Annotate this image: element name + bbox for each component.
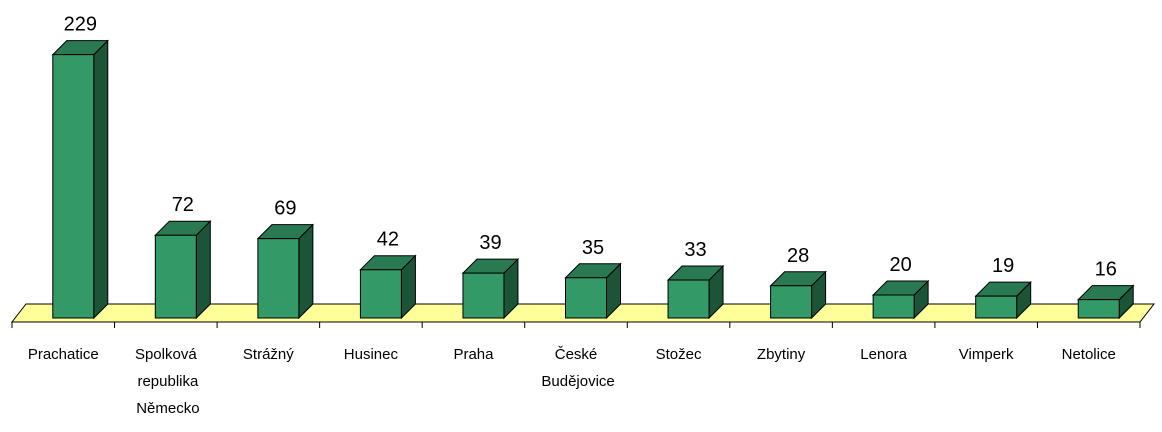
- bar-front: [1077, 299, 1120, 319]
- x-tick-label: Stožec: [656, 346, 702, 363]
- value-label: 16: [1095, 259, 1117, 281]
- value-label: 39: [479, 232, 501, 254]
- bar: [359, 254, 417, 320]
- x-tick-label: Husinec: [344, 346, 399, 363]
- bar: [256, 223, 315, 320]
- bar-front: [872, 294, 915, 319]
- bar-front: [565, 277, 607, 319]
- value-label: 28: [787, 245, 809, 267]
- bar-front: [257, 238, 300, 319]
- bar-front: [154, 234, 197, 319]
- bar: [974, 280, 1032, 320]
- bar: [769, 270, 827, 320]
- bar: [564, 262, 622, 320]
- bar: [154, 219, 212, 320]
- x-tick-label: Praha: [453, 346, 494, 363]
- value-label: 35: [582, 237, 604, 259]
- x-tick-label: Lenora: [860, 346, 907, 363]
- bar-front: [975, 295, 1018, 319]
- x-tick-label: Zbytiny: [757, 346, 806, 363]
- value-label: 33: [684, 239, 706, 261]
- value-label: 72: [172, 194, 194, 216]
- x-tick-label: Vimperk: [959, 346, 1014, 363]
- value-label: 20: [890, 254, 912, 276]
- bar-side: [195, 219, 211, 320]
- bar: [666, 264, 725, 320]
- bar-side: [93, 39, 109, 320]
- bar-front: [770, 285, 813, 319]
- value-label: 229: [64, 14, 97, 36]
- bar: [461, 257, 520, 320]
- bar: [871, 279, 930, 320]
- bar-front: [359, 269, 402, 319]
- bar-front: [52, 54, 95, 319]
- x-tick-label: Spolková republika Německo: [132, 346, 200, 417]
- bar-side: [298, 223, 314, 320]
- value-label: 42: [377, 229, 399, 251]
- bar: [51, 39, 109, 320]
- value-label: 19: [992, 255, 1014, 277]
- x-tick-label: Strážný: [243, 346, 294, 363]
- bar: [1077, 284, 1135, 320]
- bar-front: [462, 272, 505, 319]
- x-tick-label: České Budějovice: [537, 346, 615, 390]
- x-tick-label: Netolice: [1062, 346, 1116, 363]
- x-tick-label: Prachatice: [28, 346, 99, 363]
- value-label: 69: [274, 198, 296, 220]
- bar-front: [667, 279, 710, 319]
